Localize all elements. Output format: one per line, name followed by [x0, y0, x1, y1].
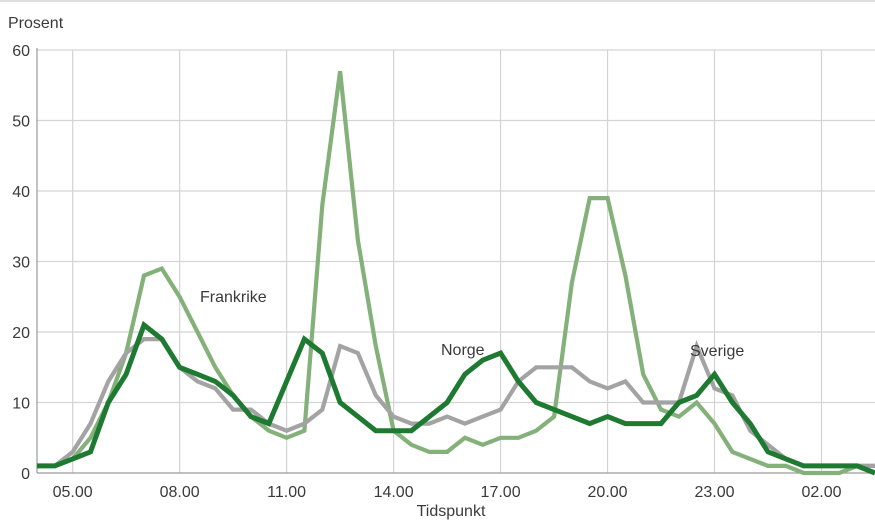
y-tick-label: 0: [21, 466, 30, 483]
series-label-norge: Norge: [441, 342, 485, 359]
series-line-norge: [37, 320, 875, 476]
y-axis-title: Prosent: [8, 15, 64, 32]
y-tick-label: 30: [12, 255, 30, 272]
x-tick-label: 17.00: [481, 484, 521, 501]
axes: 0 10 20 30 40 50 60 05.00 08.00 11.00 14.00 17.00 20…: [12, 43, 875, 501]
grid-lines: [37, 49, 875, 473]
x-tick-label: 11.00: [267, 484, 306, 501]
series-line-frankrike: [37, 70, 875, 476]
y-tick-label: 10: [12, 396, 30, 413]
series-label-sverige: Sverige: [690, 343, 744, 360]
x-axis-title: Tidspunkt: [417, 503, 486, 520]
chart-labels: Frankrike Norge Sverige: [200, 289, 744, 360]
x-tick-label: 14.00: [374, 484, 414, 501]
series-label-frankrike: Frankrike: [200, 289, 267, 306]
y-tick-label: 20: [12, 325, 30, 342]
x-tick-label: 02.00: [801, 484, 841, 501]
y-tick-label: 40: [12, 184, 30, 201]
x-tick-label: 05.00: [53, 484, 93, 501]
y-tick-label: 60: [12, 43, 30, 60]
x-tick-label: 23.00: [695, 484, 735, 501]
x-tick-label: 08.00: [160, 484, 200, 501]
y-tick-label: 50: [12, 114, 30, 131]
x-tick-label: 20.00: [588, 484, 628, 501]
series-lines: [37, 70, 875, 476]
